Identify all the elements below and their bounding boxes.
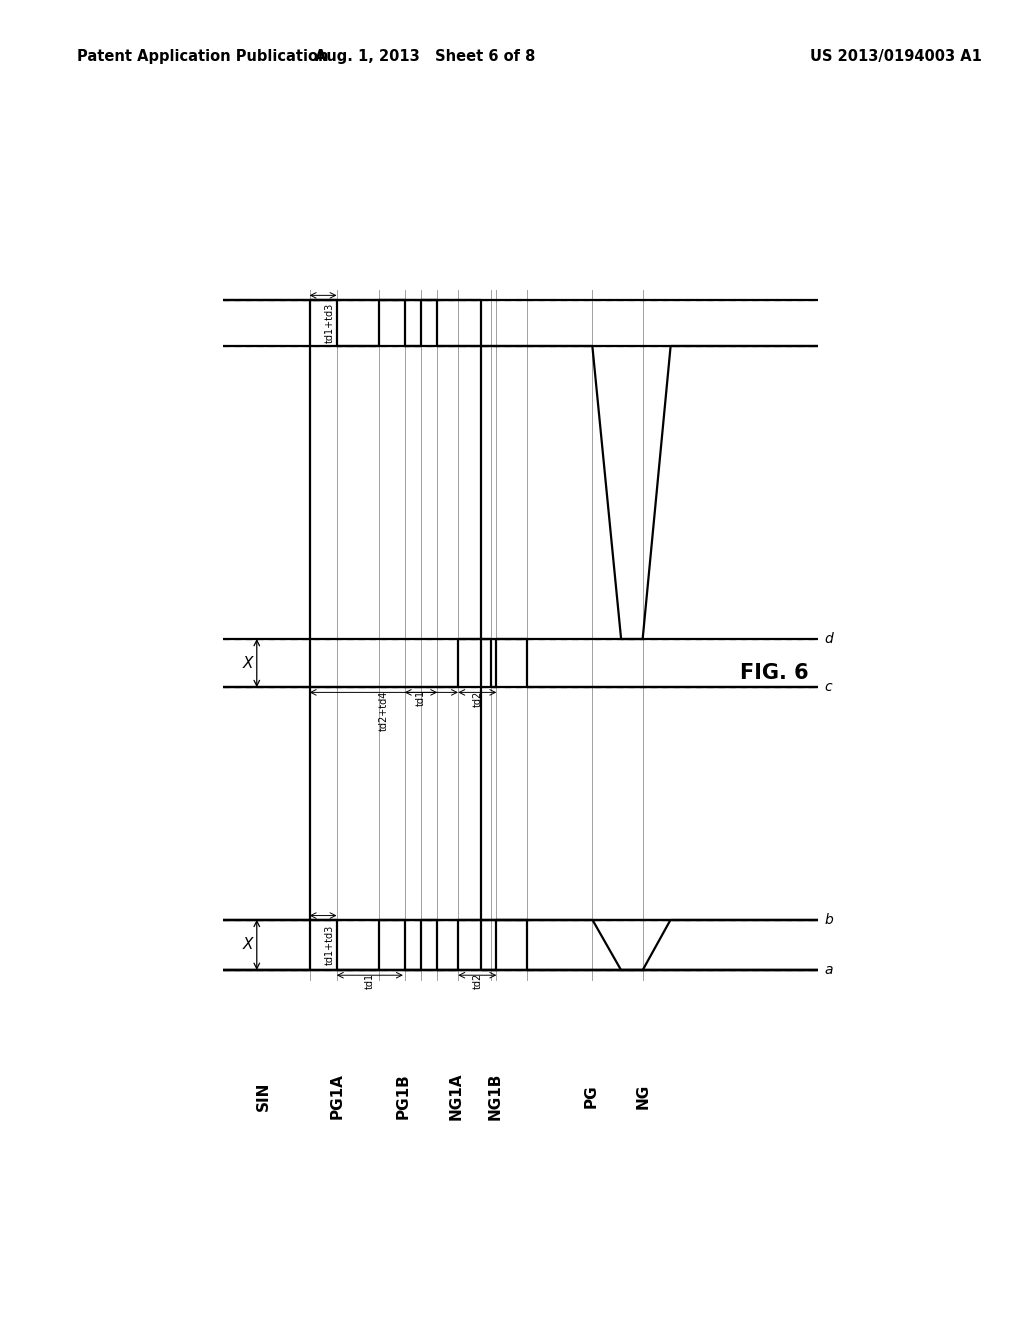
Text: td1+td3: td1+td3 (325, 925, 334, 965)
Text: NG: NG (635, 1084, 650, 1109)
Text: X: X (243, 656, 253, 671)
Text: Aug. 1, 2013   Sheet 6 of 8: Aug. 1, 2013 Sheet 6 of 8 (314, 49, 536, 65)
Text: US 2013/0194003 A1: US 2013/0194003 A1 (810, 49, 982, 65)
Text: td1+td3: td1+td3 (325, 304, 334, 343)
Text: PG: PG (584, 1085, 598, 1109)
Text: d: d (824, 632, 834, 645)
Text: Patent Application Publication: Patent Application Publication (77, 49, 329, 65)
Text: td2: td2 (472, 973, 482, 990)
Text: td2: td2 (472, 690, 482, 706)
Text: NG1B: NG1B (487, 1073, 503, 1121)
Text: NG1A: NG1A (449, 1073, 464, 1121)
Text: a: a (824, 964, 834, 977)
Text: PG1A: PG1A (329, 1073, 344, 1119)
Text: td2+td4: td2+td4 (379, 690, 389, 731)
Text: FIG. 6: FIG. 6 (740, 663, 809, 684)
Text: td1: td1 (416, 690, 426, 706)
Text: b: b (824, 912, 834, 927)
Text: c: c (824, 680, 833, 694)
Text: X: X (243, 937, 253, 952)
Text: PG1B: PG1B (395, 1073, 411, 1119)
Text: td1: td1 (365, 973, 375, 989)
Text: SIN: SIN (256, 1082, 270, 1111)
